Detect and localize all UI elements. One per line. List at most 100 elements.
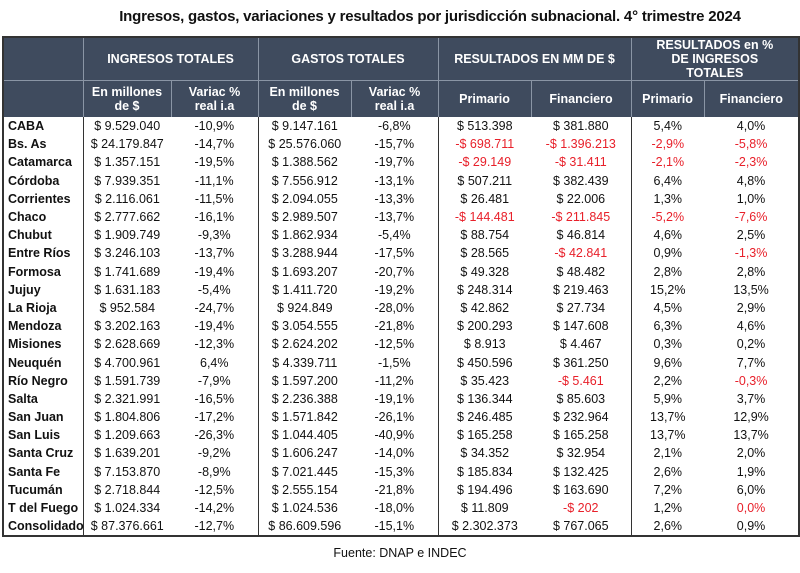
header-corner — [2, 37, 84, 81]
cell-mm-primario: $ 185.834 — [437, 462, 532, 481]
table-row: Mendoza $ 3.202.163 -19,4% $ 3.054.555 -21,8… — [3, 317, 799, 336]
cell-gastos-millones: $ 1.597.200 — [257, 371, 352, 390]
cell-gastos-variac: -15,7% — [374, 137, 415, 152]
cell-pct-primario: 5,4% — [630, 117, 705, 136]
cell-ingresos-millones: $ 1.024.334 — [82, 498, 171, 518]
cell-mm-financiero: $ 147.608 — [552, 319, 609, 334]
table-row: Catamarca $ 1.357.151 -19,5% $ 1.388.562 -19… — [3, 153, 799, 172]
cell-pct-primario: 2,6% — [630, 517, 705, 537]
subheader-ingresos-millones: En millones de $ — [82, 80, 172, 117]
cell-mm-financiero: $ 85.603 — [556, 391, 606, 406]
cell-gastos-millones: $ 3.054.555 — [257, 317, 352, 336]
subheader-ingresos-variac: Variac % real i.a — [170, 80, 259, 117]
cell-gastos-millones: $ 1.571.842 — [257, 408, 352, 427]
cell-mm-primario: $ 8.913 — [437, 335, 532, 354]
cell-pct-financiero: 2,5% — [736, 228, 766, 243]
cell-gastos-variac: -19,2% — [374, 282, 415, 297]
cell-pct-primario: 6,3% — [630, 317, 705, 336]
cell-mm-financiero: $ 382.439 — [552, 173, 609, 188]
cell-gastos-millones: $ 1.693.207 — [257, 262, 352, 281]
cell-ingresos-variac: -14,7% — [194, 137, 235, 152]
cell-ingresos-millones: $ 3.202.163 — [82, 317, 171, 336]
cell-ingresos-variac: -19,4% — [194, 264, 235, 279]
cell-ingresos-variac: -16,5% — [194, 391, 235, 406]
cell-mm-primario: $ 507.211 — [437, 171, 532, 190]
subheader-gastos-millones: En millones de $ — [257, 80, 352, 117]
table-row: San Juan $ 1.804.806 -17,2% $ 1.571.842 -26,… — [3, 408, 799, 427]
cell-mm-primario: $ 49.328 — [437, 262, 532, 281]
cell-pct-primario: -2,9% — [630, 135, 705, 154]
cell-gastos-millones: $ 1.606.247 — [257, 444, 352, 463]
cell-gastos-variac: -21,8% — [374, 482, 415, 497]
jurisdiction-name: Córdoba — [8, 173, 60, 188]
jurisdiction-name: Mendoza — [8, 319, 62, 334]
cell-mm-financiero: $ 27.734 — [556, 300, 606, 315]
cell-gastos-variac: -21,8% — [374, 319, 415, 334]
table-row: Chubut $ 1.909.749 -9,3% $ 1.862.934 -5,4% $ … — [3, 226, 799, 245]
cell-ingresos-millones: $ 3.246.103 — [82, 244, 171, 263]
cell-ingresos-variac: -7,9% — [197, 373, 231, 388]
cell-mm-primario: $ 194.496 — [437, 480, 532, 499]
cell-ingresos-millones: $ 1.804.806 — [82, 408, 171, 427]
cell-pct-financiero: 4,0% — [736, 119, 766, 134]
jurisdiction-name: Tucumán — [8, 482, 63, 497]
cell-gastos-variac: -13,7% — [374, 210, 415, 225]
jurisdiction-name: Jujuy — [8, 282, 41, 297]
cell-pct-primario: 4,5% — [630, 298, 705, 318]
cell-mm-primario: -$ 29.149 — [437, 153, 532, 172]
cell-pct-financiero: 1,9% — [736, 464, 766, 479]
jurisdiction-name: Entre Ríos — [8, 246, 71, 261]
cell-mm-primario: $ 200.293 — [437, 317, 532, 336]
table-row: Consolidado $ 87.376.661 -12,7% $ 86.609.59… — [3, 517, 799, 537]
cell-mm-financiero: $ 132.425 — [552, 464, 609, 479]
cell-mm-primario: $ 42.862 — [437, 298, 532, 318]
cell-ingresos-variac: 6,4% — [200, 355, 229, 370]
cell-pct-primario: 2,6% — [630, 462, 705, 481]
cell-ingresos-variac: -16,1% — [194, 210, 235, 225]
table-row: Corrientes $ 2.116.061 -11,5% $ 2.094.055 -1… — [3, 189, 799, 208]
cell-pct-primario: 9,6% — [630, 353, 705, 372]
cell-ingresos-millones: $ 1.209.663 — [82, 426, 171, 445]
jurisdiction-name: Chubut — [8, 228, 52, 243]
jurisdiction-name: Bs. As — [8, 137, 47, 152]
jurisdiction-name: Consolidado — [8, 519, 84, 534]
cell-pct-primario: 2,8% — [630, 262, 705, 281]
cell-ingresos-millones: $ 24.179.847 — [82, 135, 171, 154]
cell-mm-financiero: $ 163.690 — [552, 482, 609, 497]
table-row: Tucumán $ 2.718.844 -12,5% $ 2.555.154 -21,8… — [3, 480, 799, 499]
cell-ingresos-variac: -19,4% — [194, 319, 235, 334]
cell-ingresos-variac: -9,3% — [197, 228, 231, 243]
cell-ingresos-variac: -13,7% — [194, 246, 235, 261]
cell-ingresos-variac: -12,5% — [194, 482, 235, 497]
cell-pct-financiero: 12,9% — [733, 410, 769, 425]
cell-mm-primario: $ 11.809 — [437, 498, 532, 518]
cell-mm-primario: $ 26.481 — [437, 189, 532, 208]
cell-ingresos-variac: -8,9% — [197, 464, 231, 479]
cell-pct-financiero: -5,8% — [734, 137, 768, 152]
cell-ingresos-millones: $ 7.153.870 — [82, 462, 171, 481]
cell-ingresos-variac: -26,3% — [194, 428, 235, 443]
cell-pct-primario: 1,2% — [630, 498, 705, 518]
cell-pct-financiero: 2,9% — [736, 300, 766, 315]
cell-ingresos-millones: $ 2.628.669 — [82, 335, 171, 354]
cell-gastos-millones: $ 2.094.055 — [257, 189, 352, 208]
cell-gastos-millones: $ 9.147.161 — [257, 117, 352, 136]
cell-gastos-millones: $ 2.236.388 — [257, 389, 352, 408]
cell-gastos-variac: -26,1% — [374, 410, 415, 425]
subheader-pct-primario: Primario — [630, 80, 705, 117]
table-row: Chaco $ 2.777.662 -16,1% $ 2.989.507 -13,7% -… — [3, 207, 799, 227]
header-ingresos: INGRESOS TOTALES — [82, 37, 259, 81]
cell-gastos-variac: -15,1% — [374, 519, 415, 534]
jurisdiction-name: Misiones — [8, 337, 62, 352]
cell-pct-financiero: 0,0% — [736, 501, 766, 516]
cell-gastos-millones: $ 3.288.944 — [257, 244, 352, 263]
table-row: Jujuy $ 1.631.183 -5,4% $ 1.411.720 -19,2% $ … — [3, 280, 799, 299]
cell-ingresos-variac: -10,9% — [194, 119, 235, 134]
cell-ingresos-millones: $ 952.584 — [82, 298, 171, 318]
cell-pct-primario: 2,1% — [630, 444, 705, 463]
jurisdiction-name: San Juan — [8, 410, 64, 425]
cell-pct-financiero: 0,2% — [736, 337, 766, 352]
cell-pct-primario: 15,2% — [630, 280, 705, 299]
cell-ingresos-millones: $ 1.909.749 — [82, 226, 171, 245]
cell-pct-financiero: 3,7% — [736, 391, 766, 406]
